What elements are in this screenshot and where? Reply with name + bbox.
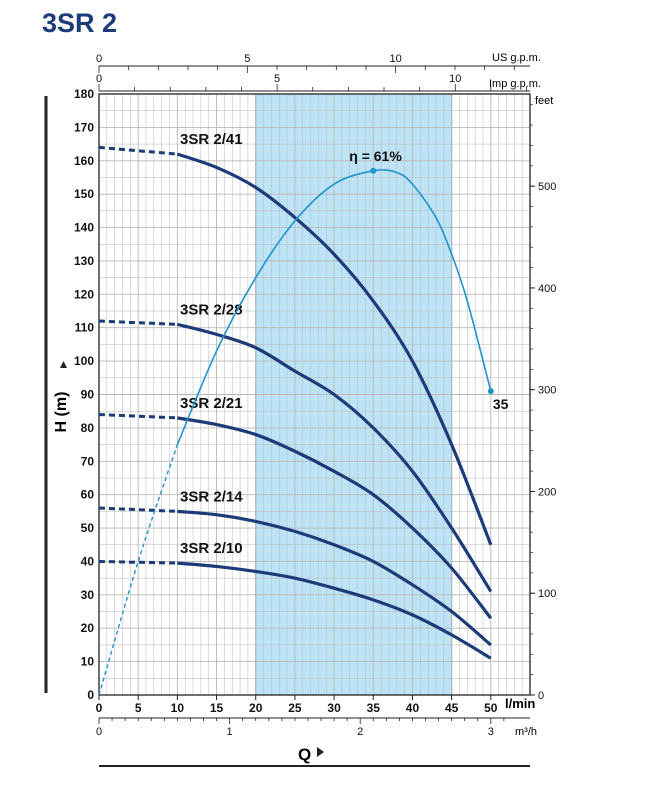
x-tick-label: 15 bbox=[210, 701, 224, 715]
x-tick-label: 40 bbox=[406, 701, 420, 715]
y-tick-label: 180 bbox=[74, 87, 94, 101]
efficiency-end-label: 35 bbox=[493, 396, 509, 412]
curve-solid-segment bbox=[177, 509, 492, 647]
y-tick-label: 50 bbox=[81, 521, 95, 535]
x-tick-label: 5 bbox=[135, 701, 142, 715]
feet-tick-label: 500 bbox=[538, 181, 556, 193]
x-unit-label: l/min bbox=[505, 696, 535, 711]
y-tick-label: 140 bbox=[74, 221, 94, 235]
efficiency-curve bbox=[176, 169, 492, 445]
m3h-unit-label: m³/h bbox=[515, 726, 537, 738]
curve-dashed-segment bbox=[98, 559, 178, 565]
curve-dashed-segment bbox=[98, 319, 178, 326]
y-tick-label: 100 bbox=[74, 354, 94, 368]
plot-frame bbox=[98, 93, 531, 696]
imp-gpm-tick-label: 5 bbox=[274, 73, 280, 85]
curve-dashed-segment bbox=[98, 145, 178, 156]
y-tick-label: 170 bbox=[74, 120, 94, 134]
m3h-tick-label: 1 bbox=[227, 726, 233, 738]
feet-tick-label: 200 bbox=[538, 486, 556, 498]
efficiency-peak-marker bbox=[370, 167, 377, 174]
y-tick-label: 130 bbox=[74, 254, 94, 268]
efficiency-label: η = 61% bbox=[349, 148, 402, 164]
us-gpm-tick-label: 5 bbox=[244, 53, 250, 65]
x-tick-label: 25 bbox=[288, 701, 302, 715]
y-tick-label: 30 bbox=[81, 588, 95, 602]
us-gpm-tick-label: 10 bbox=[390, 53, 402, 65]
feet-unit-label: feet bbox=[535, 95, 553, 107]
curve-solid-segment bbox=[177, 561, 492, 660]
us-gpm-tick-label: 0 bbox=[96, 53, 102, 65]
y-tick-label: 20 bbox=[81, 621, 95, 635]
x-tick-label: 35 bbox=[367, 701, 381, 715]
y-tick-label: 10 bbox=[81, 655, 95, 669]
x-tick-label: 50 bbox=[484, 701, 498, 715]
curve-solid-segment bbox=[176, 152, 493, 546]
y-tick-label: 70 bbox=[81, 454, 95, 468]
curve-solid-segment bbox=[177, 416, 493, 620]
imp-gpm-label: Imp g.p.m. bbox=[489, 78, 541, 90]
y-tick-label: 120 bbox=[74, 287, 94, 301]
x-tick-label: 10 bbox=[171, 701, 185, 715]
y-tick-label: 90 bbox=[81, 388, 95, 402]
efficiency-end-marker bbox=[487, 388, 494, 395]
y-tick-label: 110 bbox=[75, 321, 95, 335]
feet-tick-label: 0 bbox=[538, 690, 544, 702]
y-axis-label: H (m) bbox=[53, 392, 70, 433]
feet-tick-label: 300 bbox=[538, 385, 556, 397]
series-label: 3SR 2/28 bbox=[180, 301, 243, 318]
x-tick-label: 20 bbox=[249, 701, 263, 715]
y-tick-label: 80 bbox=[81, 421, 95, 435]
y-tick-label: 40 bbox=[81, 554, 95, 568]
m3h-tick-label: 0 bbox=[96, 726, 102, 738]
chart-title: 3SR 2 bbox=[42, 8, 117, 38]
curve-solid-segment bbox=[176, 322, 493, 593]
curve-dashed-segment bbox=[98, 413, 178, 420]
series-label: 3SR 2/41 bbox=[180, 131, 243, 148]
m3h-tick-label: 3 bbox=[488, 726, 494, 738]
y-tick-label: 160 bbox=[74, 154, 94, 168]
m3h-tick-label: 2 bbox=[357, 726, 363, 738]
y-tick-label: 0 bbox=[87, 688, 94, 702]
efficiency-dashed-segment bbox=[98, 444, 179, 696]
series-label: 3SR 2/10 bbox=[180, 540, 243, 557]
y-tick-label: 150 bbox=[74, 187, 94, 201]
x-axis-label: Q bbox=[298, 745, 311, 764]
x-tick-label: 45 bbox=[445, 701, 459, 715]
imp-gpm-tick-label: 0 bbox=[96, 73, 102, 85]
feet-tick-label: 100 bbox=[538, 588, 556, 600]
x-axis-arrow-icon bbox=[317, 747, 324, 757]
y-tick-label: 60 bbox=[81, 488, 95, 502]
curve-dashed-segment bbox=[98, 506, 178, 513]
x-tick-label: 30 bbox=[327, 701, 341, 715]
series-label: 3SR 2/14 bbox=[180, 488, 243, 505]
imp-gpm-tick-label: 10 bbox=[449, 73, 461, 85]
x-tick-label: 0 bbox=[96, 701, 103, 715]
y-axis-arrow-icon bbox=[60, 361, 67, 368]
series-label: 3SR 2/21 bbox=[180, 395, 243, 412]
feet-tick-label: 400 bbox=[538, 283, 556, 295]
us-gpm-label: US g.p.m. bbox=[492, 52, 541, 64]
